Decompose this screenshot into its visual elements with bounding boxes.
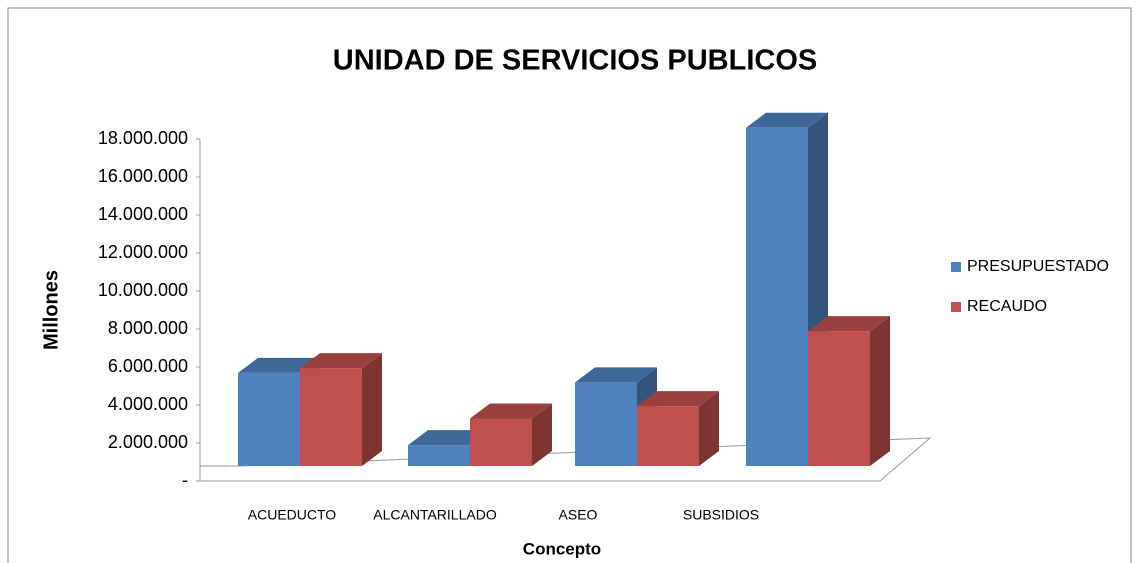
x-axis-label: Concepto xyxy=(523,539,601,558)
y-tick-label: - xyxy=(182,470,188,490)
y-tick-label: 14.000.000 xyxy=(98,204,188,224)
bar xyxy=(470,403,552,466)
bar-side xyxy=(362,353,382,466)
y-tick-label: 4.000.000 xyxy=(108,394,188,414)
bar-top xyxy=(300,353,382,369)
bar-front xyxy=(575,382,637,466)
bar-top xyxy=(470,403,552,419)
y-tick-label: 2.000.000 xyxy=(108,432,188,452)
x-tick-label: ALCANTARILLADO xyxy=(373,507,497,523)
x-tick-label: ASEO xyxy=(559,507,598,523)
bar-side xyxy=(699,391,719,466)
bar-front xyxy=(300,368,362,466)
bar xyxy=(637,391,719,466)
legend-label: PRESUPUESTADO xyxy=(967,258,1109,275)
bar-top xyxy=(238,357,320,373)
y-axis-label: Millones xyxy=(40,270,62,350)
legend-label: RECAUDO xyxy=(967,298,1047,315)
x-tick-label: SUBSIDIOS xyxy=(683,507,759,523)
y-tick-label: 16.000.000 xyxy=(98,166,188,186)
bar-front xyxy=(637,406,699,466)
bar-top xyxy=(637,391,719,407)
chart-frame xyxy=(7,7,1132,563)
y-tick-label: 18.000.000 xyxy=(98,128,188,148)
bar-front xyxy=(746,127,808,467)
x-tick-label: ACUEDUCTO xyxy=(248,507,337,523)
y-tick-label: 6.000.000 xyxy=(108,356,188,376)
bar-front xyxy=(408,445,470,466)
bar-top xyxy=(408,430,490,446)
bar-side xyxy=(532,403,552,466)
bar-top xyxy=(575,367,657,383)
bar xyxy=(808,316,890,466)
y-tick-label: 12.000.000 xyxy=(98,242,188,262)
y-tick-label: 10.000.000 xyxy=(98,280,188,300)
y-tick-label: 8.000.000 xyxy=(108,318,188,338)
chart-title: UNIDAD DE SERVICIOS PUBLICOS xyxy=(333,45,817,77)
bar-front xyxy=(238,372,300,466)
bar-top xyxy=(808,316,890,332)
bar-side xyxy=(870,316,890,466)
bar-top xyxy=(746,112,828,128)
legend-swatch xyxy=(951,302,961,312)
legend-swatch xyxy=(951,262,961,272)
bar-front xyxy=(808,331,870,466)
bar-front xyxy=(470,418,532,466)
bar xyxy=(300,353,382,466)
